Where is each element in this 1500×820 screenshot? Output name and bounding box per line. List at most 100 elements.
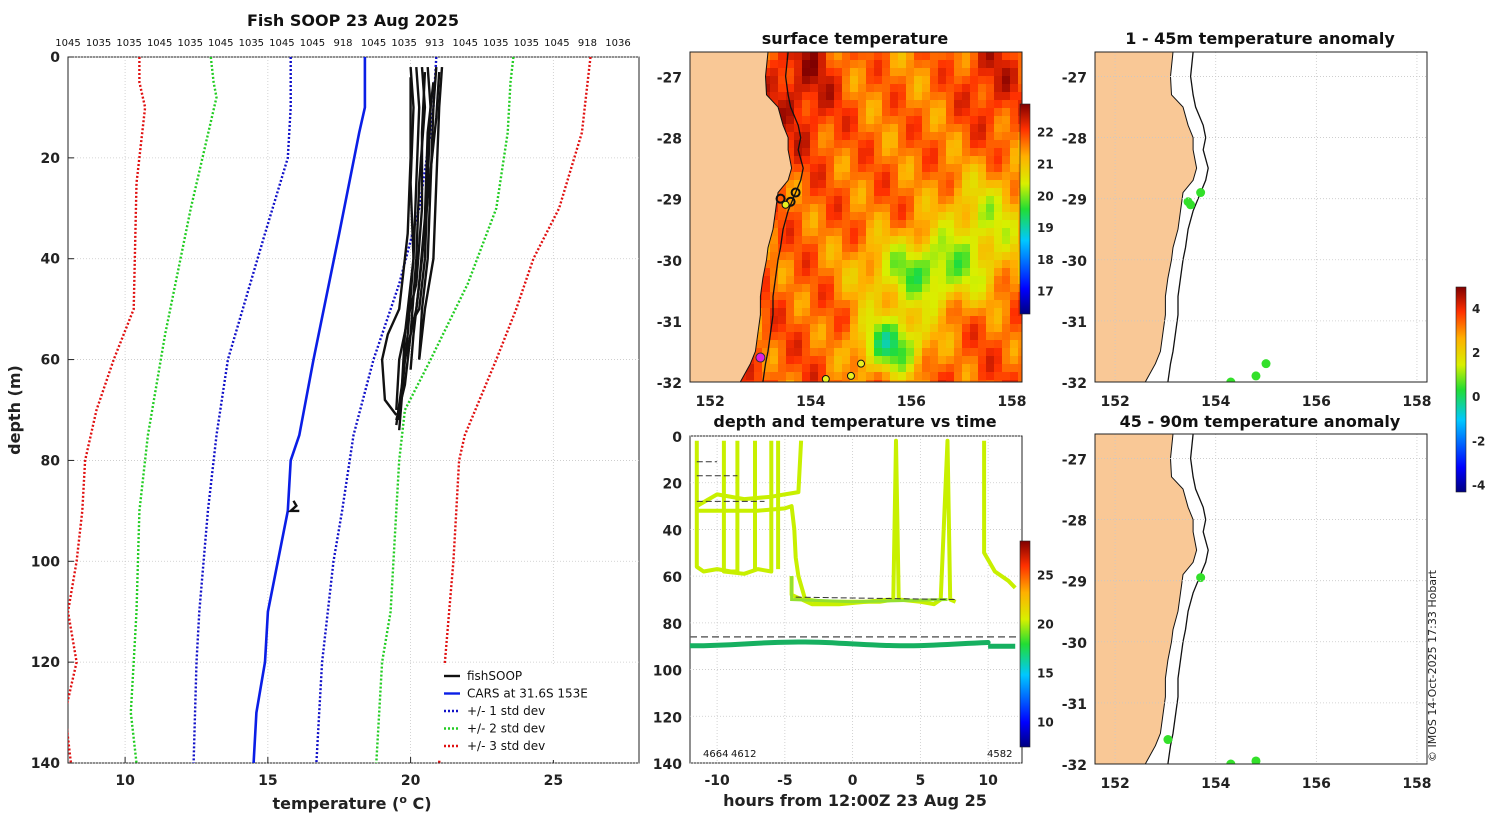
sst-cell bbox=[914, 236, 922, 244]
sst-cell bbox=[842, 236, 850, 244]
sst-cell bbox=[810, 172, 818, 180]
sst-cell bbox=[938, 356, 946, 364]
sst-cell bbox=[914, 212, 922, 220]
sst-cell bbox=[850, 196, 858, 204]
sst-cell bbox=[970, 220, 978, 228]
sst-cell bbox=[786, 372, 794, 380]
sst-cell bbox=[826, 364, 834, 372]
sst-cell bbox=[962, 308, 970, 316]
profile-ytick-label: 100 bbox=[31, 554, 60, 570]
sst-cell bbox=[866, 220, 874, 228]
sst-cell bbox=[898, 204, 906, 212]
sst-cell bbox=[914, 196, 922, 204]
sst-cell bbox=[810, 356, 818, 364]
sst-cell bbox=[1002, 228, 1010, 236]
sst-cell bbox=[938, 180, 946, 188]
sst-cell bbox=[898, 308, 906, 316]
sst-cell bbox=[930, 244, 938, 252]
depth-time-panel: depth and temperature vs time -10 -5 0 5 100… bbox=[653, 412, 1054, 810]
profile-top-label: 1045 bbox=[544, 38, 569, 49]
sst-cell bbox=[898, 60, 906, 68]
sst-cell bbox=[970, 292, 978, 300]
sst-cell bbox=[978, 140, 986, 148]
sst-cell bbox=[898, 324, 906, 332]
sst-cell bbox=[778, 188, 786, 196]
sst-cell bbox=[778, 108, 786, 116]
sst-cell bbox=[962, 284, 970, 292]
sst-cell bbox=[970, 244, 978, 252]
sst-cell bbox=[930, 348, 938, 356]
sst-cell bbox=[786, 292, 794, 300]
sst-cell bbox=[994, 316, 1002, 324]
sst-cell bbox=[978, 84, 986, 92]
sst-cell bbox=[778, 68, 786, 76]
sst-cell bbox=[1018, 76, 1022, 84]
sst-cell bbox=[794, 308, 802, 316]
sst-cell bbox=[898, 52, 906, 60]
sst-cell bbox=[834, 236, 842, 244]
sst-cell bbox=[1010, 356, 1018, 364]
sst-cell bbox=[938, 68, 946, 76]
sst-cell bbox=[970, 172, 978, 180]
sst-cell bbox=[1010, 92, 1018, 100]
sst-cell bbox=[786, 60, 794, 68]
sst-cell bbox=[922, 220, 930, 228]
sst-cell bbox=[890, 68, 898, 76]
sst-cell bbox=[914, 252, 922, 260]
sst-cell bbox=[946, 332, 954, 340]
sst-cell bbox=[914, 268, 922, 276]
profile-top-label: 1035 bbox=[86, 38, 111, 49]
sst-cell bbox=[874, 284, 882, 292]
sst-cell bbox=[970, 188, 978, 196]
sst-cell bbox=[834, 300, 842, 308]
sst-cell bbox=[754, 340, 762, 348]
sst-cell bbox=[938, 188, 946, 196]
sst-cell bbox=[834, 204, 842, 212]
sst-cell bbox=[842, 332, 850, 340]
sst-cell bbox=[954, 244, 962, 252]
sst-cell bbox=[922, 212, 930, 220]
sst-cell bbox=[946, 180, 954, 188]
sst-cell bbox=[770, 292, 778, 300]
sst-cell bbox=[842, 324, 850, 332]
sst-cell bbox=[802, 180, 810, 188]
sst-cell bbox=[914, 124, 922, 132]
sst-cell bbox=[890, 268, 898, 276]
anomaly-top-axes bbox=[1094, 51, 1428, 383]
sst-cell bbox=[954, 300, 962, 308]
sst-cell bbox=[802, 212, 810, 220]
sst-cell bbox=[906, 300, 914, 308]
sst-cell bbox=[818, 252, 826, 260]
sst-cell bbox=[954, 76, 962, 84]
sst-cell bbox=[770, 236, 778, 244]
dt-ytick-label: 140 bbox=[653, 757, 682, 773]
sst-cell bbox=[786, 116, 794, 124]
sst-cell bbox=[818, 156, 826, 164]
sst-cell bbox=[986, 276, 994, 284]
sst-cell bbox=[818, 348, 826, 356]
sst-cell bbox=[818, 372, 826, 380]
sst-cell bbox=[954, 292, 962, 300]
sst-cell bbox=[826, 124, 834, 132]
sst-cell bbox=[994, 332, 1002, 340]
sst-cell bbox=[962, 276, 970, 284]
sst-cell bbox=[858, 76, 866, 84]
sst-cell bbox=[874, 300, 882, 308]
sst-cell bbox=[930, 316, 938, 324]
sst-cell bbox=[962, 356, 970, 364]
sst-cell bbox=[866, 308, 874, 316]
sst-cell bbox=[890, 92, 898, 100]
sst-cell bbox=[914, 316, 922, 324]
sst-cell bbox=[946, 292, 954, 300]
sst-cell bbox=[962, 52, 970, 60]
sst-cell bbox=[922, 364, 930, 372]
anomaly-bottom-panel: 45 - 90m temperature anomaly 152 154 156 15… bbox=[1062, 412, 1432, 792]
sst-cell bbox=[770, 348, 778, 356]
sst-cell bbox=[1010, 244, 1018, 252]
sst-cell bbox=[962, 124, 970, 132]
sst-cell bbox=[762, 340, 770, 348]
anomaly-top-xtick-label: 154 bbox=[1201, 394, 1230, 410]
sst-cell bbox=[994, 268, 1002, 276]
sst-cell bbox=[874, 260, 882, 268]
sst-cell bbox=[818, 244, 826, 252]
